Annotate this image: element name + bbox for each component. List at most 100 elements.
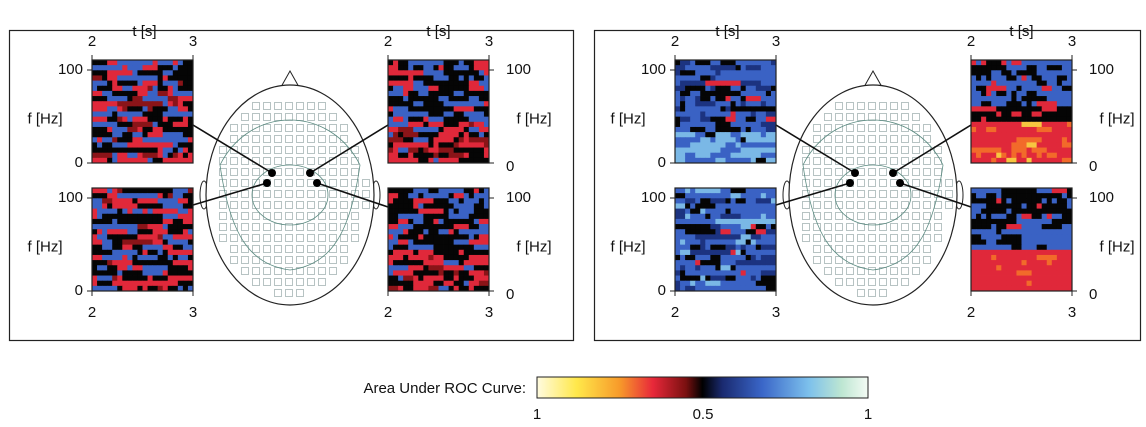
spectrogram-cell bbox=[107, 193, 112, 199]
spectrogram-cell bbox=[741, 281, 746, 287]
spectrogram-cell bbox=[720, 137, 725, 143]
spectrogram-cell bbox=[97, 91, 102, 97]
spectrogram-cell bbox=[423, 260, 428, 266]
spectrogram-cell bbox=[1001, 106, 1006, 112]
spectrogram-cell bbox=[168, 240, 173, 246]
spectrogram-cell bbox=[1022, 96, 1027, 102]
spectrogram-cell bbox=[153, 260, 158, 266]
spectrogram-cell bbox=[433, 127, 438, 133]
spectrogram-cell bbox=[766, 137, 771, 143]
spectrogram-cell bbox=[423, 265, 428, 271]
spectrogram-cell bbox=[1022, 112, 1027, 118]
spectrogram-cell bbox=[173, 209, 178, 215]
spectrogram-cell bbox=[705, 106, 710, 112]
spectrogram-cell bbox=[736, 229, 741, 235]
spectrogram-cell bbox=[127, 245, 132, 251]
spectrogram-cell bbox=[178, 142, 183, 148]
spectrogram-cell bbox=[761, 153, 766, 159]
spectrogram-cell bbox=[685, 229, 690, 235]
spectrogram-cell bbox=[464, 219, 469, 225]
spectrogram-cell bbox=[1011, 117, 1016, 123]
spectrogram-cell bbox=[705, 86, 710, 92]
spectrogram-cell bbox=[92, 106, 97, 112]
spectrogram-cell bbox=[413, 96, 418, 102]
spectrogram-cell bbox=[756, 132, 761, 138]
spectrogram-cell bbox=[143, 219, 148, 225]
spectrogram-cell bbox=[1032, 245, 1037, 251]
spectrogram-cell bbox=[112, 81, 117, 87]
spectrogram-cell bbox=[1062, 106, 1067, 112]
spectrogram-cell bbox=[991, 265, 996, 271]
spectrogram-cell bbox=[398, 276, 403, 282]
spectrogram-cell bbox=[418, 142, 423, 148]
f-tick-label: 100 bbox=[58, 189, 83, 206]
spectrogram-cell bbox=[1062, 214, 1067, 220]
spectrogram-cell bbox=[731, 229, 736, 235]
spectrogram-cell bbox=[408, 198, 413, 204]
spectrogram-cell bbox=[766, 203, 771, 209]
spectrogram-cell bbox=[148, 224, 153, 230]
spectrogram-cell bbox=[736, 75, 741, 81]
spectrogram-cell bbox=[715, 142, 720, 148]
spectrogram-cell bbox=[976, 117, 981, 123]
spectrogram-cell bbox=[143, 250, 148, 256]
spectrogram-cell bbox=[1016, 224, 1021, 230]
spectrogram-cell bbox=[102, 81, 107, 87]
spectrogram-cell bbox=[413, 122, 418, 128]
spectrogram-cell bbox=[474, 188, 479, 194]
spectrogram-cell bbox=[102, 224, 107, 230]
spectrogram-cell bbox=[428, 101, 433, 107]
spectrogram-cell bbox=[168, 65, 173, 71]
spectrogram-cell bbox=[736, 65, 741, 71]
spectrogram-cell bbox=[1001, 203, 1006, 209]
spectrogram-cell bbox=[183, 112, 188, 118]
spectrogram-cell bbox=[127, 106, 132, 112]
spectrogram-cell bbox=[153, 106, 158, 112]
spectrogram-cell bbox=[746, 70, 751, 76]
spectrogram-cell bbox=[685, 75, 690, 81]
spectrogram-cell bbox=[173, 245, 178, 251]
spectrogram-cell bbox=[695, 132, 700, 138]
spectrogram-cell bbox=[454, 96, 459, 102]
spectrogram-cell bbox=[1052, 219, 1057, 225]
spectrogram-cell bbox=[403, 255, 408, 261]
spectrogram-cell bbox=[1062, 188, 1067, 194]
spectrogram-cell bbox=[102, 96, 107, 102]
spectrogram-cell bbox=[1057, 142, 1062, 148]
spectrogram-cell bbox=[766, 209, 771, 215]
spectrogram-cell bbox=[1037, 188, 1042, 194]
spectrogram-cell bbox=[1057, 229, 1062, 235]
spectrogram-cell bbox=[469, 270, 474, 276]
spectrogram-cell bbox=[158, 70, 163, 76]
spectrogram-cell bbox=[1016, 86, 1021, 92]
spectrogram-cell bbox=[751, 132, 756, 138]
spectrogram-cell bbox=[183, 96, 188, 102]
spectrogram-cell bbox=[1022, 260, 1027, 266]
spectrogram-cell bbox=[398, 132, 403, 138]
spectrogram-cell bbox=[1027, 193, 1032, 199]
spectrogram-cell bbox=[680, 276, 685, 282]
spectrogram-cell bbox=[168, 75, 173, 81]
spectrogram-cell bbox=[408, 148, 413, 154]
spectrogram-cell bbox=[991, 96, 996, 102]
spectrogram-cell bbox=[680, 117, 685, 123]
spectrogram-cell bbox=[736, 60, 741, 66]
spectrogram-cell bbox=[393, 65, 398, 71]
spectrogram-cell bbox=[690, 132, 695, 138]
spectrogram-cell bbox=[459, 250, 464, 256]
spectrogram-cell bbox=[675, 127, 680, 133]
spectrogram-cell bbox=[1016, 229, 1021, 235]
spectrogram-cell bbox=[137, 250, 142, 256]
spectrogram-cell bbox=[474, 234, 479, 240]
spectrogram-cell bbox=[1032, 127, 1037, 133]
spectrogram-cell bbox=[137, 265, 142, 271]
spectrogram-cell bbox=[143, 142, 148, 148]
spectrogram-cell bbox=[715, 91, 720, 97]
spectrogram-cell bbox=[398, 260, 403, 266]
spectrogram-cell bbox=[741, 101, 746, 107]
spectrogram-cell bbox=[403, 112, 408, 118]
spectrogram-cell bbox=[388, 60, 393, 66]
spectrogram-cell bbox=[158, 193, 163, 199]
spectrogram-cell bbox=[976, 75, 981, 81]
spectrogram-cell bbox=[1062, 260, 1067, 266]
